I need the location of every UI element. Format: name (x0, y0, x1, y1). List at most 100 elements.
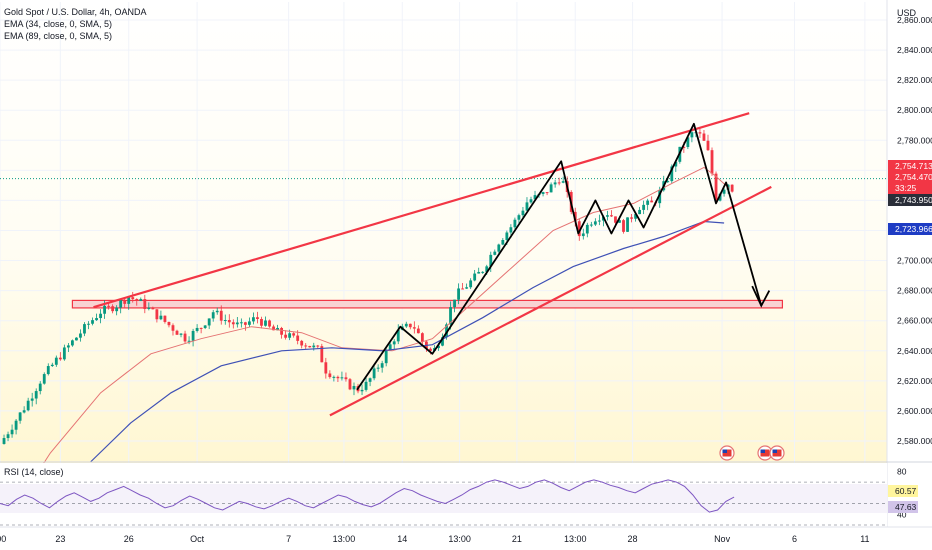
candle-up (26, 400, 30, 411)
candle-up (14, 420, 18, 430)
candle-down (614, 216, 617, 223)
candle-down (111, 306, 115, 312)
candle-up (247, 321, 251, 325)
price-tag-text: 2,743.950 (895, 195, 932, 205)
time-tick-label: 28 (628, 534, 638, 544)
candle-up (606, 215, 609, 217)
candle-up (666, 181, 670, 183)
candle-down (155, 309, 159, 320)
candle-up (597, 220, 601, 222)
candle-down (256, 317, 259, 319)
candle-down (682, 146, 686, 148)
time-tick-label: Oct (190, 534, 205, 544)
ema89-line (90, 220, 725, 463)
candle-up (525, 202, 529, 211)
candle-down (429, 348, 432, 351)
candle-down (577, 221, 581, 237)
candle-up (589, 224, 593, 226)
time-axis-background (0, 527, 932, 550)
candle-up (34, 391, 38, 399)
candle-down (610, 215, 613, 217)
candle-up (10, 429, 14, 435)
candle-down (175, 330, 179, 335)
candle-up (634, 214, 637, 219)
candle-down (412, 327, 416, 329)
rsi-value-text: 47.63 (895, 502, 917, 512)
candle-up (477, 271, 481, 274)
candle-up (119, 300, 123, 308)
time-tick-label: 6 (792, 534, 797, 544)
candle-up (670, 166, 674, 182)
candle-down (280, 327, 283, 335)
candle-down (545, 192, 549, 194)
candle-down (328, 373, 332, 378)
price-tick-label: 2,800.000 (897, 105, 932, 115)
time-tick-label: 13:00 (333, 534, 356, 544)
candle-down (183, 333, 187, 342)
candle-up (22, 410, 26, 413)
candle-down (698, 132, 702, 134)
rsi-value-tag (888, 501, 918, 513)
candle-down (344, 377, 348, 380)
flag-canton-icon (760, 449, 765, 453)
candle-up (642, 204, 646, 210)
candle-up (6, 434, 10, 439)
time-axis-labels[interactable]: :00 23 26 Oct 7 13:00 14 13:00 21 13:00 28 Nov 6 11 (0, 534, 870, 544)
candle-down (272, 326, 275, 331)
candle-up (368, 378, 372, 382)
ema34-legend: EMA (34, close, 0, SMA, 5) (4, 19, 112, 29)
candle-up (384, 350, 388, 364)
candle-down (131, 297, 135, 300)
candle-up (127, 297, 131, 304)
price-projection-path (356, 122, 763, 391)
candle-up (497, 244, 501, 252)
candle-down (461, 288, 465, 290)
channel-upper-line (93, 112, 750, 309)
price-tag-background (888, 223, 932, 235)
candle-up (46, 366, 50, 375)
candle-up (674, 161, 678, 167)
candle-up (252, 317, 255, 322)
candle-up (469, 280, 473, 288)
candle-down (167, 321, 171, 326)
price-tag-text: 2,723.966 (895, 224, 932, 234)
support-zone (71, 299, 784, 309)
candle-down (107, 305, 111, 307)
candle-down (296, 335, 300, 341)
candle-down (219, 310, 223, 321)
time-tick-label: 14 (397, 534, 407, 544)
price-tag-background (888, 171, 932, 183)
candle-down (622, 220, 625, 232)
price-tick-label: 2,700.000 (897, 256, 932, 266)
candle-up (87, 323, 90, 325)
currency-label[interactable]: USD (897, 8, 917, 18)
price-tick-label: 2,600.000 (897, 406, 932, 416)
rsi-band (0, 484, 887, 513)
candle-up (288, 333, 292, 338)
time-tick-label: Nov (714, 534, 731, 544)
price-tick-label: 2,660.000 (897, 316, 932, 326)
candle-up (95, 318, 98, 321)
candle-up (38, 383, 42, 392)
candle-up (2, 438, 6, 444)
candle-up (207, 318, 211, 326)
event-markers-group (719, 445, 785, 461)
candle-down (408, 323, 412, 328)
candle-up (66, 345, 70, 348)
candle-up (521, 210, 525, 216)
time-tick-label: 21 (512, 534, 522, 544)
price-tick-label: 2,860.000 (897, 15, 932, 25)
candle-up (139, 299, 143, 301)
price-tag-text: 2,754.713 (895, 161, 932, 171)
candle-up (215, 310, 219, 313)
candle-up (626, 217, 629, 232)
candle-up (79, 333, 82, 338)
time-tick-label: 7 (286, 534, 291, 544)
candle-up (264, 320, 267, 326)
candle-up (465, 287, 469, 289)
candle-up (18, 412, 22, 421)
flag-canton-icon (772, 449, 777, 453)
candle-down (260, 318, 263, 326)
